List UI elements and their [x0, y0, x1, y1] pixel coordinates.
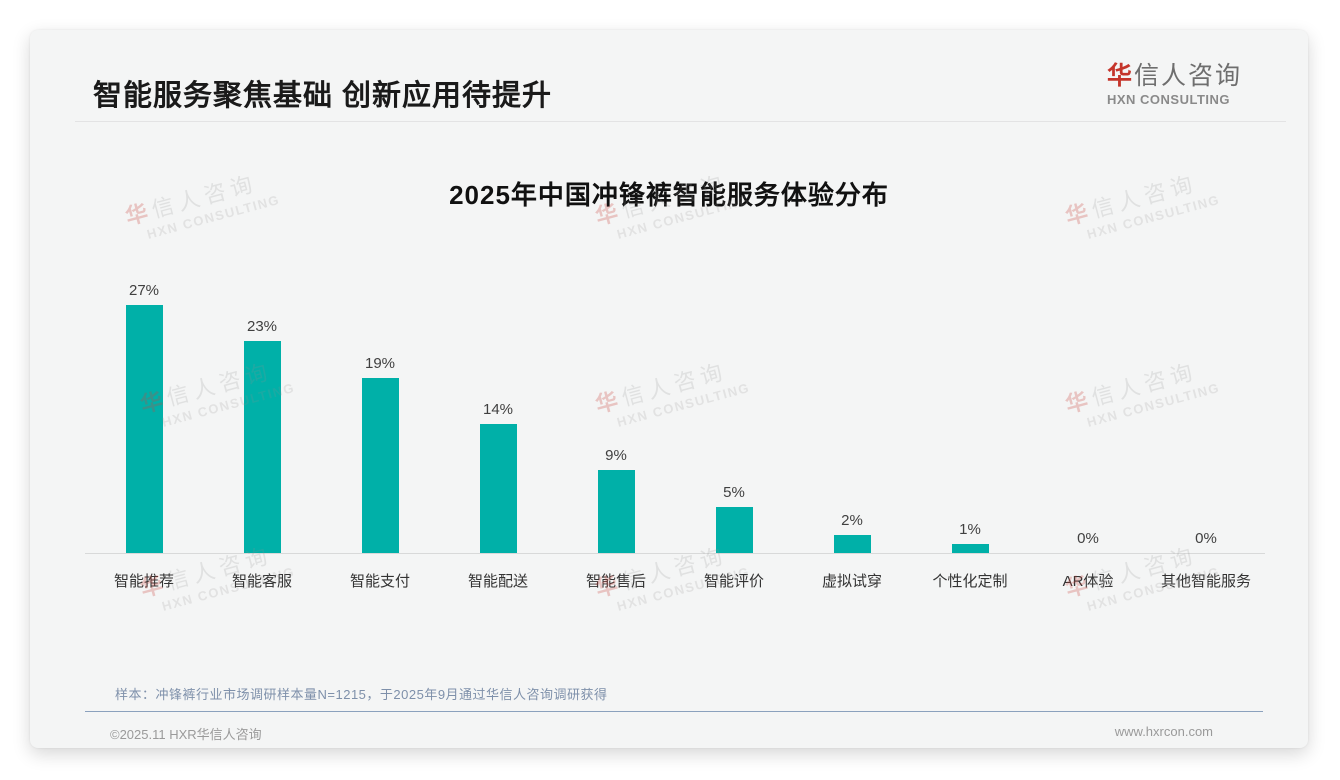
- bar-value-label: 9%: [605, 447, 627, 465]
- bar-slot: 14%: [439, 274, 557, 553]
- x-axis-label: 智能推荐: [113, 573, 174, 590]
- report-card: 智能服务聚焦基础 创新应用待提升 华信人咨询 HXN CONSULTING 20…: [30, 30, 1308, 748]
- bar: [833, 534, 871, 553]
- bar-value-label: 1%: [959, 520, 981, 538]
- bar: [361, 378, 399, 553]
- bar-value-label: 0%: [1195, 530, 1217, 547]
- bar-slot: 23%: [203, 274, 321, 553]
- bar: [125, 304, 163, 553]
- x-axis-label: 智能售后: [585, 573, 646, 590]
- bar-value-label: 27%: [128, 281, 160, 299]
- bar-value-label: 14%: [482, 401, 514, 419]
- x-axis-label: 其他智能服务: [1160, 573, 1251, 590]
- bar-slot: 9%: [557, 274, 675, 553]
- bar-value-label: 0%: [1077, 530, 1099, 547]
- bar: [715, 507, 753, 553]
- page-title: 智能服务聚焦基础 创新应用待提升: [93, 80, 553, 112]
- logo-chinese-first-char: 华: [1106, 62, 1134, 90]
- x-axis-label: 个性化定制: [932, 573, 1008, 590]
- bar: [951, 543, 989, 553]
- bar-slot: 27%: [85, 274, 203, 553]
- chart-title: 2025年中国冲锋裤智能服务体验分布: [449, 180, 889, 210]
- header-divider: [75, 121, 1286, 122]
- company-logo: 华信人咨询 HXN CONSULTING: [1106, 62, 1242, 107]
- bar-slot: 5%: [675, 274, 793, 553]
- plot-area: 27% 23% 19% 14% 9% 5% 2% 1% 0% 0%: [85, 274, 1265, 554]
- x-axis-label: 智能客服: [231, 573, 292, 590]
- bar-value-label: 19%: [364, 355, 396, 373]
- bar-value-label: 2%: [841, 511, 863, 529]
- bar-slot: 19%: [321, 274, 439, 553]
- bar: [479, 424, 517, 553]
- footer-divider: [85, 711, 1263, 712]
- bar-value-label: 23%: [246, 318, 278, 336]
- logo-english-name: HXN CONSULTING: [1106, 91, 1231, 107]
- x-axis-label: 虚拟试穿: [821, 573, 882, 590]
- website-text: www.hxrcon.com: [1114, 724, 1213, 739]
- x-axis-labels: 智能推荐 智能客服 智能支付 智能配送 智能售后 智能评价 虚拟试穿 个性化定制 AR体验 其他智…: [85, 570, 1265, 591]
- bar: [243, 341, 281, 553]
- bar-slot: 0%: [1147, 274, 1265, 553]
- copyright-text: ©2025.11 HXR华信人咨询: [110, 727, 262, 742]
- bar-slot: 2%: [793, 274, 911, 553]
- logo-chinese-name: 华信人咨询: [1106, 62, 1242, 91]
- logo-chinese-rest: 信人咨询: [1133, 62, 1242, 90]
- x-axis-label: 智能评价: [703, 573, 764, 590]
- bar-slot: 0%: [1029, 274, 1147, 553]
- x-axis-label: 智能配送: [467, 573, 528, 590]
- bar: [597, 470, 635, 553]
- bar-slot: 1%: [911, 274, 1029, 553]
- sample-note: 样本：冲锋裤行业市场调研样本量N=1215，于2025年9月通过华信人咨询调研获…: [115, 687, 608, 702]
- bar-value-label: 5%: [723, 484, 745, 501]
- x-axis-label: AR体验: [1062, 573, 1114, 590]
- x-axis-label: 智能支付: [349, 573, 410, 590]
